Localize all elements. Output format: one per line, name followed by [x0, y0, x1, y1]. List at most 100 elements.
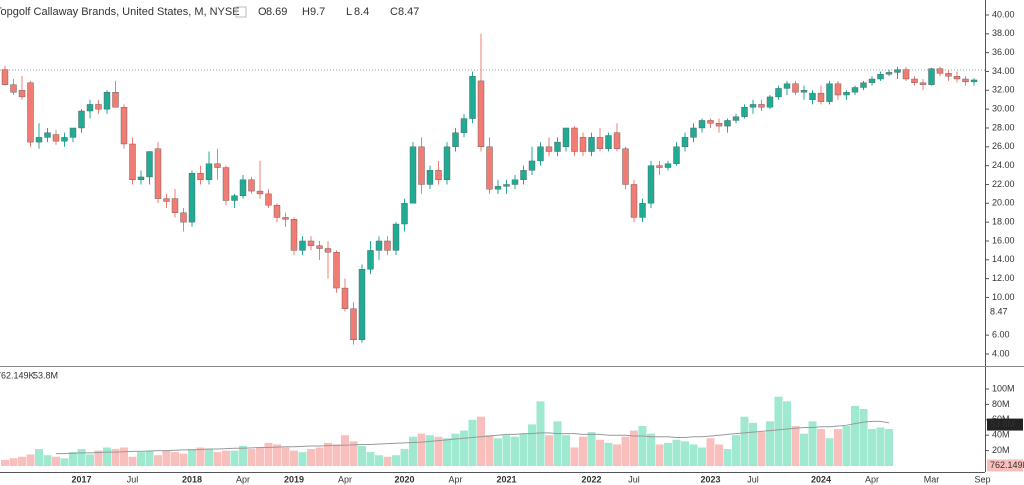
volume-bar [477, 416, 485, 466]
y-tick-label: 18.00 [992, 217, 1015, 227]
volume-bar [876, 427, 885, 466]
volume-bar [69, 452, 77, 466]
x-tick-label: 2018 [182, 474, 202, 484]
x-tick-label: Apr [865, 474, 879, 484]
candle-body [860, 82, 867, 88]
volume-bar [757, 432, 766, 466]
volume-bar [417, 433, 426, 466]
volume-bar [349, 441, 358, 466]
candle-body [928, 68, 935, 85]
ohlc-header-label: L [346, 6, 352, 18]
y-tick-label: 16.00 [992, 235, 1015, 245]
candle-body [197, 172, 204, 180]
volume-bar [400, 449, 409, 466]
ma-tag-bg [987, 418, 1023, 431]
y-tick-label: 14.00 [992, 254, 1015, 264]
volume-bar [579, 436, 587, 466]
candle-body [843, 91, 850, 96]
candle-body [10, 84, 17, 93]
candle-body [690, 127, 697, 138]
candle-body [545, 146, 553, 152]
candle-body [775, 88, 782, 98]
candle-body [503, 184, 510, 187]
volume-bar [851, 405, 859, 466]
y-tick-label: 12.00 [992, 273, 1015, 283]
candle-body [741, 107, 748, 117]
volume-bar [596, 439, 604, 466]
y-tick-label: 26.00 [992, 141, 1015, 151]
volume-tag: 762.149K [990, 460, 1024, 470]
candle-body [1, 69, 9, 85]
candle-body [384, 240, 391, 251]
y-tick-label: 24.00 [992, 160, 1015, 170]
candle-body [214, 163, 221, 168]
candle-body [579, 137, 587, 152]
candle-body [639, 203, 646, 218]
x-tick-label: Apr [338, 474, 352, 484]
candle-body [613, 132, 621, 149]
volume-bar [681, 441, 689, 466]
candle-body [571, 127, 578, 152]
volume-bar [103, 447, 111, 466]
volume-bar [451, 433, 460, 466]
settings-icon[interactable] [235, 6, 247, 18]
ohlc-header-value: 8.4 [354, 6, 369, 18]
volume-bar [358, 445, 366, 466]
volume-bar [247, 449, 256, 466]
candle-body [69, 127, 77, 138]
volume-bar [332, 444, 341, 466]
candle-body [273, 204, 281, 218]
volume-bar [120, 447, 128, 466]
volume-bar [434, 436, 443, 466]
volume-tick-label: 80M [992, 399, 1010, 409]
volume-ma-line [56, 420, 890, 455]
candle-body [86, 104, 94, 112]
candle-body [783, 83, 791, 89]
candle-body [443, 146, 451, 180]
candle-body [758, 104, 765, 108]
candle-body [656, 165, 663, 168]
volume-bar [485, 435, 494, 466]
volume-tick-label: 100M [992, 383, 1015, 393]
candle-body [205, 163, 213, 180]
volume-bar [783, 401, 791, 466]
candle-body [239, 179, 247, 196]
candle-body [749, 104, 757, 108]
y-tick-label: 30.00 [992, 104, 1015, 114]
ohlc-header-label: H [302, 6, 310, 18]
volume-bar [664, 442, 672, 466]
volume-bar [706, 438, 715, 466]
volume-tick-label: 40M [992, 430, 1010, 440]
candle-body [647, 165, 655, 204]
ohlc-header-label: C [390, 6, 398, 18]
volume-bar [647, 433, 655, 466]
candle-body [409, 146, 417, 204]
y-tick-label: 40.00 [992, 9, 1015, 19]
volume-bar [26, 454, 35, 466]
candle-body [673, 146, 680, 164]
candle-body [103, 91, 111, 110]
candle-body [290, 219, 298, 251]
volume-bar [137, 452, 145, 466]
candle-body [477, 80, 485, 148]
volume-bar [468, 419, 477, 466]
candle-body [256, 190, 264, 195]
candle-body [486, 146, 493, 190]
volume-bar [672, 439, 681, 466]
candle-body [265, 193, 272, 206]
ohlc-header-value: 9.7 [310, 6, 325, 18]
y-tick-label: 6.00 [992, 330, 1010, 340]
volume-bar [740, 416, 749, 466]
candle-body [307, 240, 315, 246]
volume-bar [52, 456, 60, 466]
y-tick-label: 28.00 [992, 122, 1015, 132]
candle-body [324, 248, 332, 253]
candle-body [316, 245, 323, 249]
candle-body [18, 90, 26, 98]
ohlc-header-label: O [258, 6, 267, 18]
candle-body [800, 90, 808, 93]
volume-bar [43, 455, 52, 466]
candle-body [528, 160, 536, 171]
volume-bar [859, 409, 868, 466]
candle-body [868, 78, 876, 83]
